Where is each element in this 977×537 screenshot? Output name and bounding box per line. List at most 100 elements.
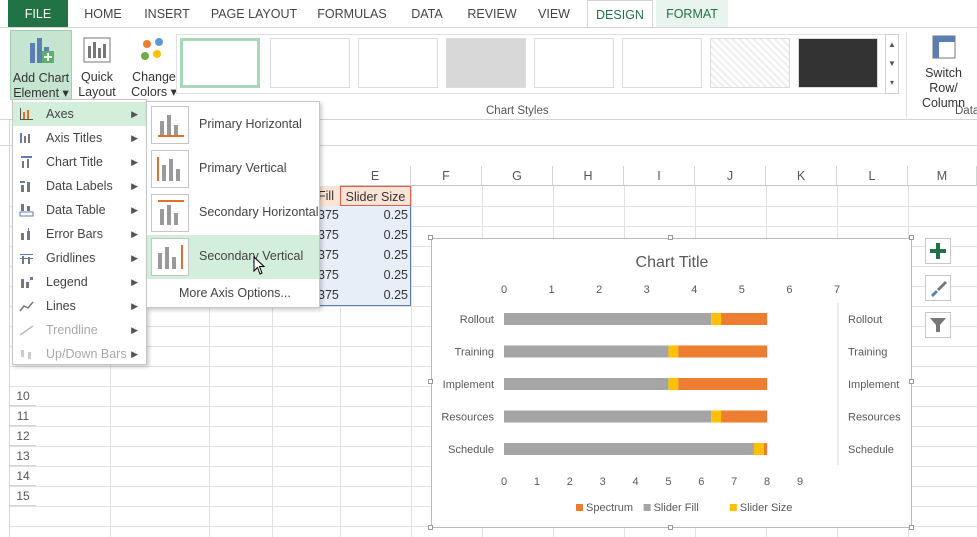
chart-style-3[interactable] — [358, 38, 438, 88]
chart-resize-handle[interactable] — [909, 525, 914, 530]
column-header-m[interactable]: M — [908, 166, 977, 186]
more-axis-options-link[interactable]: More Axis Options... — [179, 286, 291, 300]
menu-item-label: Axis Titles — [46, 131, 103, 145]
tab-home[interactable]: HOME — [84, 7, 122, 21]
chart-resize-handle[interactable] — [428, 525, 433, 530]
cell-d3[interactable]: 375 — [318, 228, 339, 242]
tab-data[interactable]: DATA — [411, 7, 443, 21]
axes-primary-vertical[interactable]: Primary Vertical — [147, 147, 319, 191]
chart-style-1[interactable] — [180, 38, 260, 88]
change-colors-icon — [141, 38, 163, 60]
chart-resize-handle[interactable] — [909, 379, 914, 384]
gallery-scroll[interactable]: ▲ ▼ ▾ — [885, 34, 899, 94]
quick-layout-button[interactable]: Quick Layout ▾ — [74, 30, 120, 114]
row-header-13[interactable]: 13 — [10, 446, 36, 466]
menu-item-error-bars[interactable]: Error Bars ▶ — [13, 222, 146, 246]
cell-d2[interactable]: 375 — [318, 208, 339, 222]
chart-object[interactable]: Chart Title 0 1 2 3 4 5 6 7 0 1 2 3 4 5 6 7 8 9 Rollout Roll… — [431, 238, 912, 528]
bar-slider-fill — [504, 410, 712, 423]
data-group-label: Data — [955, 105, 977, 117]
cell-d4[interactable]: 375 — [318, 248, 339, 262]
cell-d6[interactable]: 375 — [318, 288, 339, 302]
menu-item-label: Chart Title — [46, 155, 103, 169]
bar-spectrum — [721, 410, 768, 423]
menu-item-label: Legend — [46, 275, 88, 289]
cell-d5[interactable]: 375 — [318, 268, 339, 282]
chart-style-7[interactable] — [710, 38, 790, 88]
chart-elements-button[interactable] — [925, 238, 951, 264]
secondary-x-tick-label: 4 — [691, 284, 697, 296]
column-header-h[interactable]: H — [553, 166, 624, 186]
chart-style-2[interactable] — [270, 38, 350, 88]
axis-titles-icon — [20, 133, 30, 143]
cell-e-header[interactable]: Slider Size — [340, 186, 411, 206]
row-header-14[interactable]: 14 — [10, 466, 36, 486]
column-header-j[interactable]: J — [695, 166, 766, 186]
tab-view[interactable]: VIEW — [538, 7, 570, 21]
tab-file[interactable]: FILE — [8, 0, 68, 27]
cell-d-header[interactable]: Fill — [318, 186, 340, 206]
chart-filters-button[interactable] — [925, 312, 951, 338]
chart-style-6[interactable] — [622, 38, 702, 88]
secondary-y-tick-label: Training — [848, 347, 887, 359]
menu-item-label: Lines — [46, 299, 76, 313]
add-chart-element-button[interactable]: Add Chart Element ▾ — [10, 30, 72, 100]
menu-item-axes[interactable]: Axes ▶ — [13, 102, 146, 126]
cell-e4[interactable]: 0.25 — [383, 248, 408, 262]
chart-resize-handle[interactable] — [909, 235, 914, 240]
column-header-i[interactable]: I — [624, 166, 695, 186]
chart-resize-handle[interactable] — [428, 379, 433, 384]
chart-style-5[interactable] — [534, 38, 614, 88]
x-tick-label: 1 — [534, 476, 540, 488]
menu-item-data-labels[interactable]: Data Labels ▶ — [13, 174, 146, 198]
menu-item-legend[interactable]: Legend ▶ — [13, 270, 146, 294]
submenu-arrow-icon: ▶ — [131, 109, 138, 119]
gridline — [10, 226, 977, 227]
gridline — [272, 186, 273, 537]
cell-e2[interactable]: 0.25 — [383, 208, 408, 222]
change-colors-button[interactable]: Change Colors ▾ — [128, 30, 180, 100]
column-header-k[interactable]: K — [766, 166, 837, 186]
column-header-l[interactable]: L — [837, 166, 908, 186]
tab-formulas[interactable]: FORMULAS — [317, 7, 387, 21]
secondary-x-tick-label: 1 — [549, 284, 555, 296]
column-header-g[interactable]: G — [482, 166, 553, 186]
column-header-e[interactable]: E — [340, 166, 411, 186]
tab-review[interactable]: REVIEW — [467, 7, 517, 21]
secondary-x-tick-label: 7 — [834, 284, 840, 296]
cell-e6[interactable]: 0.25 — [383, 288, 408, 302]
tab-design[interactable]: DESIGN — [587, 0, 653, 28]
axes-primary-horizontal[interactable]: Primary Horizontal — [147, 103, 319, 147]
menu-item-chart-title[interactable]: Chart Title ▶ — [13, 150, 146, 174]
chart-resize-handle[interactable] — [668, 525, 673, 530]
chart-style-8[interactable] — [798, 38, 878, 88]
secondary-x-tick-label: 3 — [644, 284, 650, 296]
tab-insert[interactable]: INSERT — [144, 7, 190, 21]
primary-vertical-axis-icon — [151, 150, 189, 188]
menu-item-axis-titles[interactable]: Axis Titles ▶ — [13, 126, 146, 150]
bar-slider-size — [668, 345, 679, 358]
chart-styles-button[interactable] — [925, 275, 951, 301]
chart-resize-handle[interactable] — [428, 235, 433, 240]
menu-item-data-table[interactable]: Data Table ▶ — [13, 198, 146, 222]
tab-format[interactable]: FORMAT — [656, 0, 728, 27]
menu-item-label: Gridlines — [46, 251, 96, 265]
cell-e3[interactable]: 0.25 — [383, 228, 408, 242]
switch-row-column-button[interactable]: Switch Row/ Column — [910, 32, 977, 110]
formula-bar[interactable] — [0, 122, 977, 146]
row-header-12[interactable]: 12 — [10, 426, 36, 446]
row-header-10[interactable]: 10 — [10, 386, 36, 406]
secondary-y-tick-label: Rollout — [848, 314, 882, 326]
axes-secondary-vertical[interactable]: Secondary Vertical — [147, 235, 319, 279]
chart-style-4[interactable] — [446, 38, 526, 88]
column-header-f[interactable]: F — [411, 166, 482, 186]
row-header-11[interactable]: 11 — [10, 406, 36, 426]
cell-e5[interactable]: 0.25 — [383, 268, 408, 282]
submenu-arrow-icon: ▶ — [131, 349, 138, 359]
axes-secondary-horizontal[interactable]: Secondary Horizontal — [147, 191, 319, 235]
menu-item-gridlines[interactable]: Gridlines ▶ — [13, 246, 146, 270]
chart-resize-handle[interactable] — [668, 235, 673, 240]
row-header-15[interactable]: 15 — [10, 486, 36, 506]
tab-page-layout[interactable]: PAGE LAYOUT — [210, 7, 298, 21]
menu-item-lines[interactable]: Lines ▶ — [13, 294, 146, 318]
